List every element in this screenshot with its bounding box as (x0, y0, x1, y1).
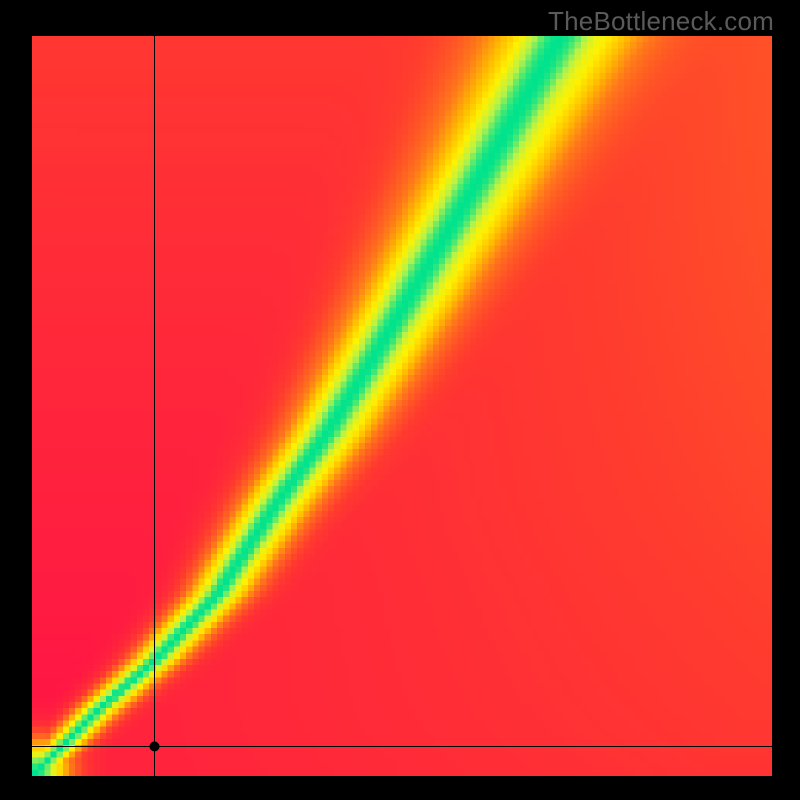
chart-container: { "watermark": { "text": "TheBottleneck.… (0, 0, 800, 800)
watermark-text: TheBottleneck.com (548, 6, 774, 37)
crosshair-overlay (32, 36, 772, 776)
